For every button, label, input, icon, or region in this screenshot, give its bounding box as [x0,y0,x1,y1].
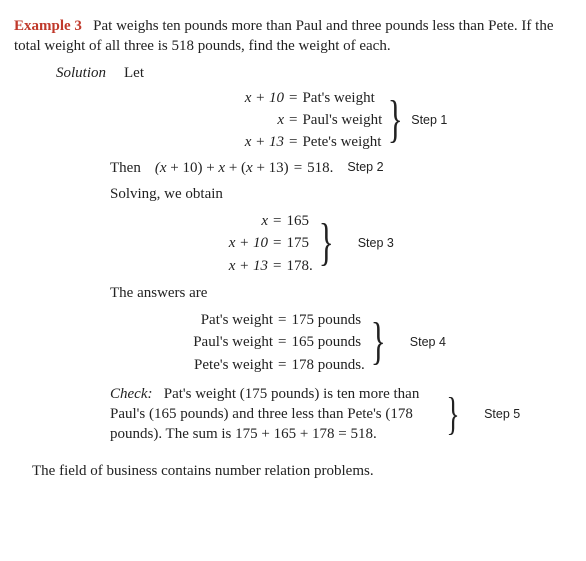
equation-eq: = [289,158,307,178]
def3-rhs: Pete's weight [302,132,381,152]
sol3-lhs: x + 13 [214,256,268,276]
def1-eq: = [284,88,302,108]
solution-let-row: Solution Let [14,63,572,83]
answers-are-text: The answers are [14,283,572,303]
brace-icon: } [388,94,405,146]
def2-rhs: Paul's weight [302,110,382,130]
footer-text: The field of business contains number re… [14,461,572,481]
brace-icon: } [319,217,336,269]
ans3-eq: = [273,355,291,375]
sol1-lhs: x [214,211,268,231]
example-label: Example 3 [14,18,82,34]
sol2-eq: = [268,233,286,253]
def2-lhs: x [230,110,284,130]
ans1-rhs: 175 pounds [291,310,361,330]
sol1-eq: = [268,211,286,231]
ans2-rhs: 165 pounds [291,332,361,352]
step-5-label: Step 5 [484,406,520,423]
answers-lines: Pat's weight=175 pounds Paul's weight=16… [178,309,365,376]
check-block: Check: Pat's weight (175 pounds) is ten … [14,384,572,445]
sol2-rhs: 175 [286,233,309,253]
def1-rhs: Pat's weight [302,88,374,108]
example-problem: Example 3 Pat weighs ten pounds more tha… [14,16,572,57]
def2-eq: = [284,110,302,130]
equation-rhs: 518. [307,158,333,178]
check-label: Check: [110,386,152,402]
ans2-lhs: Paul's weight [178,332,273,352]
then-row: Then (x + 10) + x + (x + 13) = 518. Step… [14,158,572,178]
ans2-eq: = [273,332,291,352]
ans1-eq: = [273,310,291,330]
ans3-rhs: 178 pounds. [291,355,364,375]
def3-eq: = [284,132,302,152]
solved-lines: x=165 x + 10=175 x + 13=178. [214,210,313,277]
sol2-lhs: x + 10 [214,233,268,253]
let-word: Let [124,63,144,83]
step-4-label: Step 4 [410,334,446,351]
solving-text: Solving, we obtain [14,184,572,204]
definitions-lines: x + 10=Pat's weight x=Paul's weight x + … [230,87,382,154]
definitions-block: x + 10=Pat's weight x=Paul's weight x + … [14,87,572,154]
brace-icon: } [371,316,388,368]
check-text: Pat's weight (175 pounds) is ten more th… [110,386,419,443]
solution-label: Solution [56,63,106,83]
def3-lhs: x + 13 [230,132,284,152]
sol3-rhs: 178. [286,256,312,276]
sol1-rhs: 165 [286,211,309,231]
solved-block: x=165 x + 10=175 x + 13=178. } Step 3 [14,210,572,277]
def1-lhs: x + 10 [230,88,284,108]
sol3-eq: = [268,256,286,276]
ans3-lhs: Pete's weight [178,355,273,375]
brace-icon: } [445,392,461,436]
step-3-label: Step 3 [358,235,394,252]
step-1-label: Step 1 [411,112,447,129]
answers-block: Pat's weight=175 pounds Paul's weight=16… [14,309,572,376]
equation-lhs: (x + 10) + x + (x + 13) [155,158,289,178]
problem-text: Pat weighs ten pounds more than Paul and… [14,18,554,54]
ans1-lhs: Pat's weight [178,310,273,330]
then-word: Then [110,158,141,178]
step-2-label: Step 2 [347,159,383,176]
